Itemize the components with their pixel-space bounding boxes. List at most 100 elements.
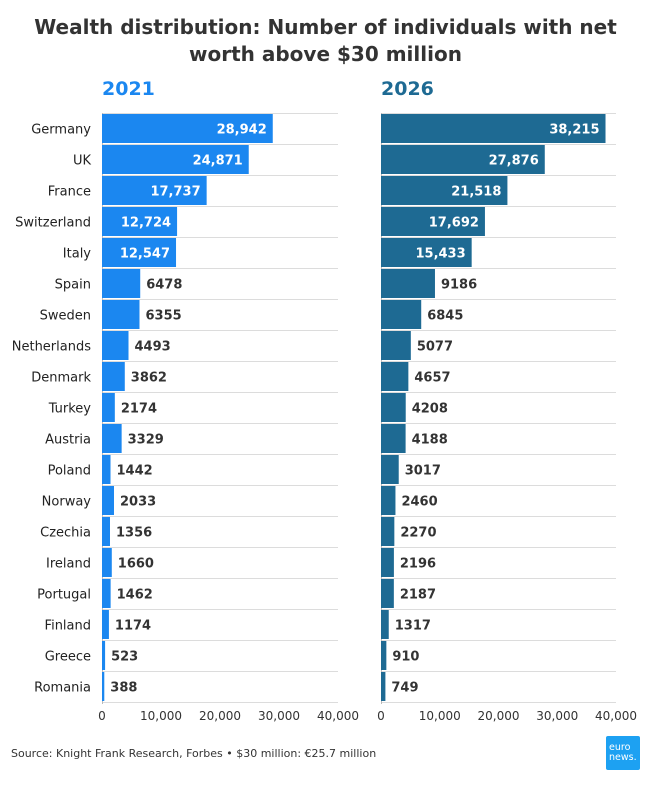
x-tick-label-2026: 0 [377, 709, 385, 723]
bar-2021 [102, 207, 178, 236]
value-label-2021: 1660 [118, 557, 154, 572]
category-label: Ireland [46, 557, 91, 572]
value-label-2021: 2174 [121, 402, 157, 417]
value-label-2026: 3017 [405, 464, 441, 479]
category-label: Germany [31, 123, 91, 138]
value-label-2021: 6355 [145, 309, 181, 324]
category-label: Portugal [37, 588, 91, 603]
x-tick-label-2026: 40,000 [595, 709, 637, 723]
value-label-2021: 12,724 [121, 216, 171, 231]
category-label: Sweden [40, 309, 91, 324]
value-label-2021: 1462 [117, 588, 153, 603]
value-label-2021: 6478 [146, 278, 182, 293]
value-label-2021: 12,547 [120, 247, 170, 262]
category-label: Denmark [31, 371, 91, 386]
bar-2021 [102, 176, 207, 205]
value-label-2026: 2187 [400, 588, 436, 603]
category-label: Switzerland [15, 216, 91, 231]
value-label-2026: 38,215 [549, 123, 599, 138]
x-tick-label-2026: 10,000 [419, 709, 461, 723]
value-label-2026: 9186 [441, 278, 477, 293]
bar-2026 [381, 114, 606, 143]
bar-2026 [381, 579, 394, 608]
bar-2021 [102, 238, 177, 267]
category-label: Italy [63, 247, 92, 262]
value-label-2026: 17,692 [429, 216, 479, 231]
value-label-2026: 2460 [401, 495, 437, 510]
bar-2021 [102, 300, 140, 329]
bar-2021 [102, 672, 105, 701]
logo-line-1: euro [609, 742, 631, 753]
category-label: Poland [48, 464, 91, 479]
x-tick-label-2021: 30,000 [258, 709, 300, 723]
category-label: Greece [45, 650, 91, 665]
value-label-2021: 3329 [128, 433, 164, 448]
panel-title-2026: 2026 [381, 78, 434, 100]
value-label-2021: 3862 [131, 371, 167, 386]
bar-2026 [381, 238, 472, 267]
x-tick-label-2021: 40,000 [317, 709, 359, 723]
bar-2026 [381, 672, 386, 701]
value-label-2021: 1356 [116, 526, 152, 541]
value-label-2021: 523 [111, 650, 138, 665]
bar-2021 [102, 517, 111, 546]
category-label: Finland [45, 619, 91, 634]
value-label-2021: 1174 [115, 619, 151, 634]
value-label-2021: 4493 [135, 340, 171, 355]
bar-2026 [381, 548, 394, 577]
value-label-2026: 6845 [427, 309, 463, 324]
bar-2021 [102, 486, 114, 515]
chart-title-line-2: worth above $30 million [189, 42, 462, 66]
category-label: Netherlands [12, 340, 91, 355]
value-label-2026: 4188 [412, 433, 448, 448]
value-label-2026: 749 [391, 681, 418, 696]
value-label-2026: 1317 [395, 619, 431, 634]
value-label-2026: 27,876 [489, 154, 539, 169]
x-tick-label-2021: 0 [98, 709, 106, 723]
bar-2026 [381, 362, 409, 391]
source-note: Source: Knight Frank Research, Forbes • … [11, 747, 377, 760]
x-tick-label-2026: 30,000 [536, 709, 578, 723]
panel-title-2021: 2021 [102, 78, 155, 100]
bar-2026 [381, 486, 396, 515]
bar-2021 [102, 269, 141, 298]
bar-2026 [381, 176, 508, 205]
category-label: Austria [45, 433, 91, 448]
bar-2021 [102, 579, 111, 608]
value-label-2026: 4657 [414, 371, 450, 386]
category-label: Czechia [40, 526, 91, 541]
value-label-2026: 5077 [417, 340, 453, 355]
value-label-2026: 2270 [400, 526, 436, 541]
bar-2021 [102, 145, 249, 174]
bar-2026 [381, 517, 395, 546]
category-label: France [48, 185, 91, 200]
bar-2026 [381, 145, 545, 174]
value-label-2021: 1442 [117, 464, 153, 479]
bar-2026 [381, 331, 411, 360]
bar-2026 [381, 393, 406, 422]
bar-2021 [102, 610, 109, 639]
value-label-2021: 2033 [120, 495, 156, 510]
value-label-2026: 2196 [400, 557, 436, 572]
x-tick-label-2021: 10,000 [140, 709, 182, 723]
bar-2026 [381, 300, 422, 329]
category-label: Turkey [48, 402, 92, 417]
bar-charts: 0 10,000 20,000 30,000 40,000 Germany 28,942 UK… [12, 113, 637, 723]
bar-2021 [102, 548, 112, 577]
chart-title-line-1: Wealth distribution: Number of individua… [34, 15, 617, 39]
bar-2021 [102, 393, 115, 422]
value-label-2026: 21,518 [451, 185, 501, 200]
category-label: Norway [42, 495, 92, 510]
category-label: Romania [34, 681, 91, 696]
value-label-2026: 4208 [412, 402, 448, 417]
bar-2021 [102, 362, 125, 391]
logo-line-2: news. [609, 752, 637, 763]
bar-2026 [381, 207, 485, 236]
value-label-2026: 15,433 [415, 247, 465, 262]
bar-2021 [102, 641, 106, 670]
bar-2021 [102, 455, 111, 484]
value-label-2021: 388 [110, 681, 137, 696]
value-label-2021: 24,871 [193, 154, 243, 169]
bar-2026 [381, 455, 399, 484]
category-label: UK [73, 154, 92, 169]
